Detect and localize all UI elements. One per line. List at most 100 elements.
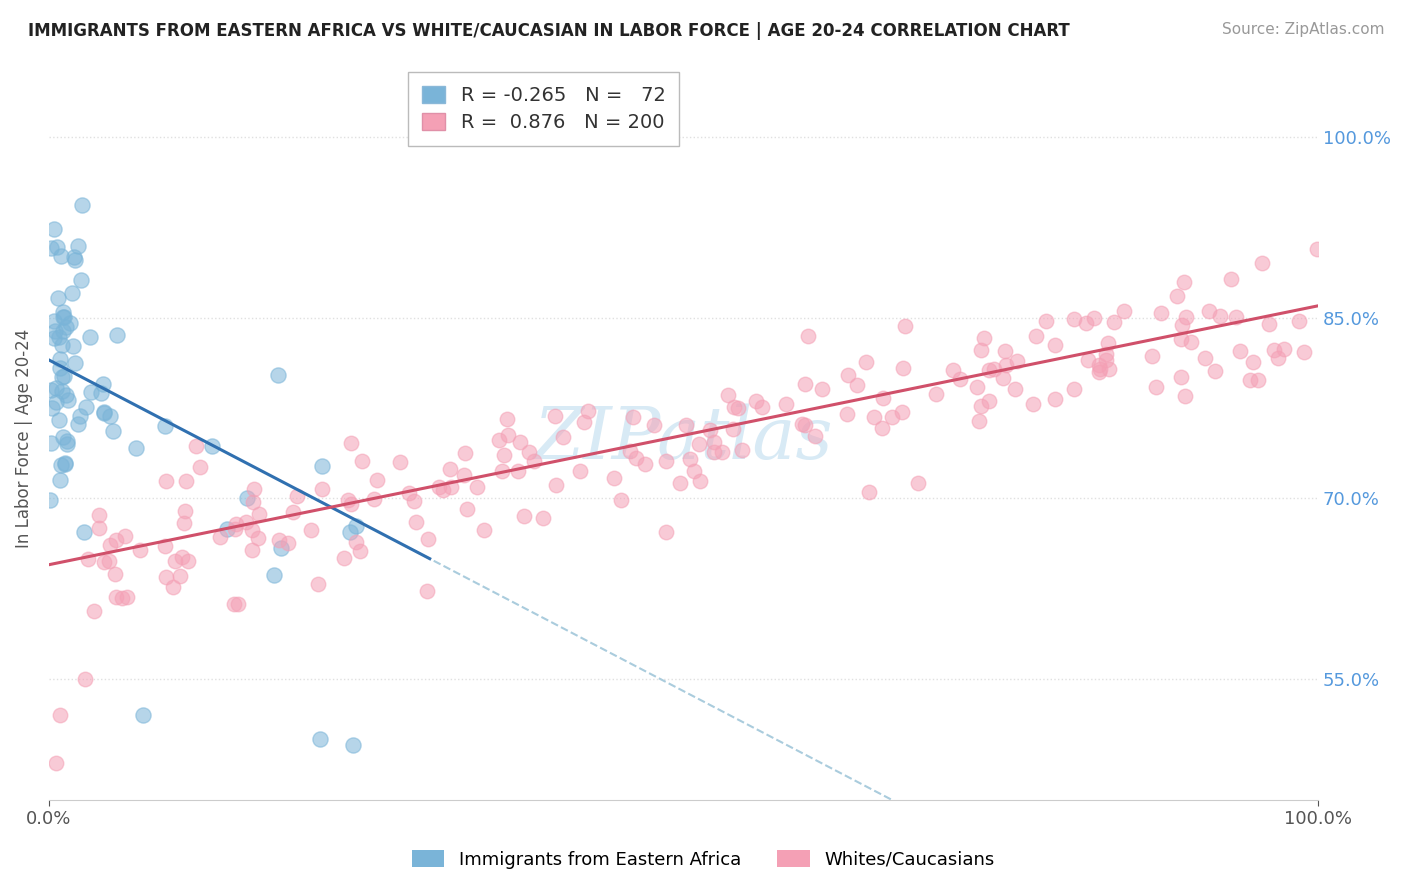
Point bbox=[98, 537, 121, 551]
Point bbox=[48, 412, 70, 426]
Point bbox=[454, 446, 477, 460]
Point bbox=[60, 285, 83, 300]
Point bbox=[83, 604, 105, 618]
Point bbox=[388, 455, 411, 469]
Point bbox=[439, 462, 461, 476]
Point bbox=[165, 554, 187, 568]
Point bbox=[311, 483, 333, 497]
Legend: R = -0.265   N =   72, R =  0.876   N = 200: R = -0.265 N = 72, R = 0.876 N = 200 bbox=[409, 72, 679, 146]
Point bbox=[114, 529, 136, 543]
Point bbox=[41, 401, 63, 416]
Point bbox=[242, 495, 264, 509]
Point bbox=[79, 330, 101, 344]
Point bbox=[337, 492, 360, 507]
Point bbox=[344, 518, 367, 533]
Point bbox=[1087, 358, 1109, 372]
Point bbox=[62, 338, 84, 352]
Point bbox=[93, 555, 115, 569]
Point bbox=[48, 473, 70, 487]
Point bbox=[669, 475, 692, 490]
Point bbox=[891, 405, 914, 419]
Point bbox=[465, 480, 488, 494]
Point bbox=[509, 435, 531, 450]
Point bbox=[173, 516, 195, 530]
Point bbox=[90, 386, 112, 401]
Point bbox=[1022, 397, 1045, 411]
Point bbox=[721, 422, 744, 436]
Point bbox=[1219, 272, 1241, 286]
Point bbox=[63, 252, 86, 267]
Point bbox=[115, 591, 138, 605]
Point bbox=[344, 535, 367, 549]
Point bbox=[619, 443, 641, 458]
Point bbox=[97, 554, 120, 568]
Point bbox=[1239, 373, 1261, 387]
Point bbox=[882, 410, 904, 425]
Point bbox=[72, 525, 94, 540]
Point bbox=[228, 597, 250, 611]
Point bbox=[184, 439, 207, 453]
Point bbox=[1088, 365, 1111, 379]
Point bbox=[1170, 332, 1192, 346]
Point bbox=[98, 409, 121, 423]
Point bbox=[602, 470, 624, 484]
Point bbox=[55, 320, 77, 334]
Point bbox=[1004, 382, 1026, 396]
Point bbox=[247, 507, 270, 521]
Point bbox=[723, 401, 745, 415]
Point bbox=[1088, 362, 1111, 376]
Point bbox=[488, 433, 510, 447]
Point bbox=[775, 397, 797, 411]
Point bbox=[49, 351, 72, 366]
Point bbox=[1229, 344, 1251, 359]
Point bbox=[89, 521, 111, 535]
Point bbox=[55, 434, 77, 449]
Point bbox=[75, 400, 97, 414]
Point bbox=[79, 384, 101, 399]
Point bbox=[93, 405, 115, 419]
Point bbox=[1267, 351, 1289, 365]
Point bbox=[1292, 345, 1315, 359]
Point bbox=[73, 672, 96, 686]
Point bbox=[1198, 304, 1220, 318]
Point bbox=[893, 319, 915, 334]
Point bbox=[1063, 382, 1085, 396]
Point bbox=[1250, 256, 1272, 270]
Point bbox=[217, 522, 239, 536]
Point bbox=[472, 523, 495, 537]
Point bbox=[416, 584, 439, 599]
Point bbox=[1063, 312, 1085, 326]
Point bbox=[173, 504, 195, 518]
Point bbox=[309, 732, 332, 747]
Point bbox=[513, 509, 536, 524]
Point bbox=[621, 409, 644, 424]
Point bbox=[531, 511, 554, 525]
Point bbox=[53, 310, 76, 325]
Point bbox=[342, 739, 364, 753]
Point bbox=[242, 482, 264, 496]
Point bbox=[969, 400, 991, 414]
Point bbox=[845, 378, 868, 392]
Point bbox=[731, 443, 754, 458]
Point bbox=[1306, 243, 1329, 257]
Point bbox=[643, 417, 665, 432]
Point bbox=[340, 497, 363, 511]
Point bbox=[1171, 318, 1194, 332]
Point bbox=[506, 464, 529, 478]
Point bbox=[835, 407, 858, 421]
Point bbox=[46, 291, 69, 305]
Point bbox=[350, 454, 373, 468]
Point bbox=[162, 580, 184, 594]
Point bbox=[416, 532, 439, 546]
Point bbox=[1174, 389, 1197, 403]
Point bbox=[568, 464, 591, 478]
Point bbox=[38, 492, 60, 507]
Point bbox=[269, 533, 291, 547]
Point bbox=[688, 437, 710, 451]
Point bbox=[1225, 310, 1247, 324]
Point bbox=[53, 456, 76, 470]
Point bbox=[283, 505, 305, 519]
Point bbox=[453, 467, 475, 482]
Point bbox=[58, 392, 80, 407]
Point bbox=[363, 491, 385, 506]
